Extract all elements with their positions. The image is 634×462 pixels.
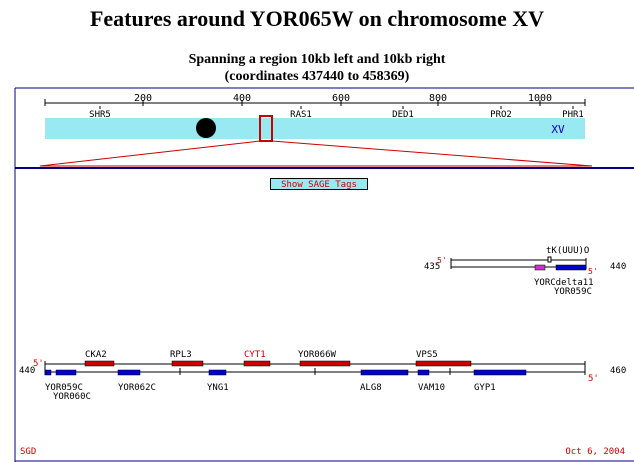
main-track-left-coord: 440 — [19, 366, 35, 376]
vam10-feature[interactable] — [417, 369, 430, 376]
region-subtitle: Spanning a region 10kb left and 10kb rig… — [188, 52, 446, 67]
coordinates-subtitle: (coordinates 437440 to 458369) — [224, 69, 410, 84]
page-title: Features around YOR065W on chromosome XV — [89, 6, 545, 31]
overview-gene-shr5[interactable]: SHR5 — [89, 110, 111, 120]
yor062c-label[interactable]: YOR062C — [118, 383, 156, 393]
yor066w-feature[interactable] — [299, 360, 351, 367]
yor059c-label: YOR059C — [554, 287, 592, 297]
five-prime-label: 5' — [437, 256, 447, 265]
yor059c-feature[interactable] — [44, 369, 52, 376]
chromosome-bar[interactable] — [45, 118, 585, 139]
yor059c-label[interactable]: YOR059C — [45, 383, 83, 393]
rpl3-label[interactable]: RPL3 — [170, 350, 192, 360]
cka2-label[interactable]: CKA2 — [85, 350, 107, 360]
zoom-line-left — [39, 140, 261, 167]
yor066w-label[interactable]: YOR066W — [298, 350, 337, 360]
rpl3-feature[interactable] — [171, 360, 204, 367]
five-prime-label: 5' — [33, 359, 44, 369]
ltr-label: YORCdelta11 — [534, 278, 594, 288]
alg8-label[interactable]: ALG8 — [360, 383, 382, 393]
overview-tick-label: 200 — [134, 93, 152, 104]
date-footer-label: Oct 6, 2004 — [565, 447, 625, 457]
yor060c-label[interactable]: YOR060C — [53, 392, 91, 402]
show-sage-tags-button[interactable]: Show SAGE Tags — [270, 178, 368, 190]
region-selector[interactable] — [259, 115, 273, 142]
five-prime-label: 5' — [588, 267, 598, 276]
chromosome-label: XV — [551, 123, 565, 136]
cyt1-label[interactable]: CYT1 — [244, 350, 266, 360]
overview-gene-ded1[interactable]: DED1 — [392, 110, 414, 120]
trna-label: tK(UUU)O — [546, 246, 589, 256]
alg8-feature[interactable] — [360, 369, 409, 376]
yor060c-feature[interactable] — [55, 369, 77, 376]
cyt1-feature[interactable] — [243, 360, 271, 367]
vps5-feature[interactable] — [415, 360, 472, 367]
vps5-label[interactable]: VPS5 — [416, 350, 438, 360]
overview-tick-label: 1000 — [528, 93, 552, 104]
overview-gene-pro2[interactable]: PRO2 — [490, 110, 512, 120]
upper-track-right-coord: 440 — [610, 262, 626, 272]
gyp1-label[interactable]: GYP1 — [474, 383, 496, 393]
yor059c-feature[interactable] — [555, 264, 587, 271]
gyp1-feature[interactable] — [473, 369, 527, 376]
cka2-feature[interactable] — [84, 360, 115, 367]
overview-tick-label: 600 — [332, 93, 350, 104]
overview-tick-label: 800 — [429, 93, 447, 104]
overview-gene-ras1[interactable]: RAS1 — [290, 110, 312, 120]
yng1-label[interactable]: YNG1 — [207, 383, 229, 393]
upper-track-left-coord: 435 — [424, 262, 440, 272]
five-prime-label: 5' — [588, 374, 599, 384]
trna-feature[interactable] — [547, 256, 552, 263]
main-track-right-coord: 460 — [610, 366, 626, 376]
zoom-line-right — [271, 140, 593, 167]
yng1-feature[interactable] — [208, 369, 227, 376]
ltr-feature[interactable] — [534, 264, 546, 271]
overview-gene-phr1[interactable]: PHR1 — [562, 110, 584, 120]
vam10-label[interactable]: VAM10 — [418, 383, 445, 393]
centromere-icon — [196, 118, 216, 138]
yor062c-feature[interactable] — [117, 369, 141, 376]
overview-tick-label: 400 — [233, 93, 251, 104]
sgd-footer-label: SGD — [20, 447, 36, 457]
